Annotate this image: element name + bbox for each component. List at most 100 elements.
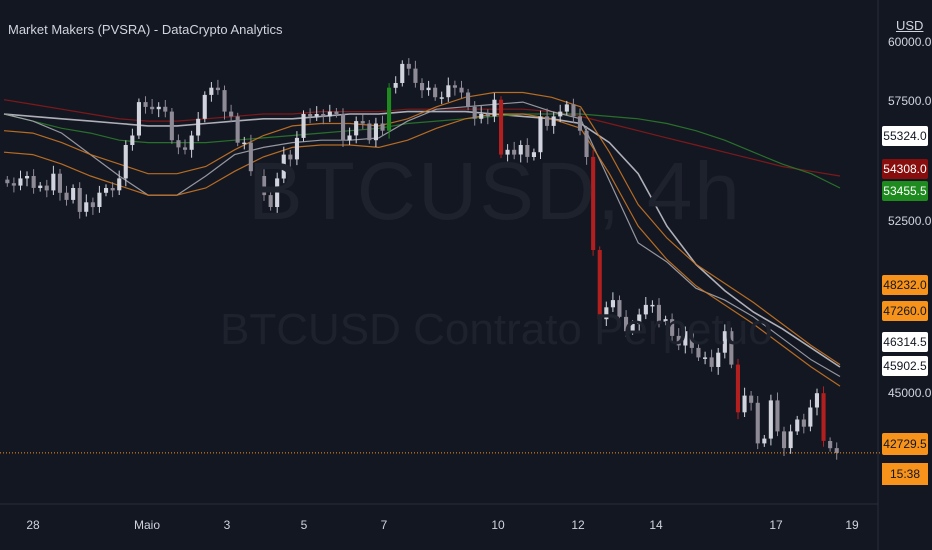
candle xyxy=(630,324,635,332)
candle xyxy=(518,145,523,155)
price-tag-white: 55324.0 xyxy=(882,126,928,146)
candle xyxy=(479,114,484,119)
candle xyxy=(268,195,273,207)
candle xyxy=(531,152,536,157)
candle xyxy=(775,400,780,432)
candle xyxy=(38,185,43,188)
candle xyxy=(505,149,510,155)
candle xyxy=(393,83,398,88)
candle xyxy=(637,314,642,324)
candle xyxy=(446,85,451,98)
time-tick-label: 12 xyxy=(571,518,585,532)
price-tick-label: 45000.0 xyxy=(888,386,932,400)
candle xyxy=(591,156,596,250)
candle xyxy=(643,304,648,315)
candle xyxy=(64,192,69,200)
candle xyxy=(314,114,319,117)
candle xyxy=(248,142,253,172)
candle xyxy=(163,106,168,112)
candle xyxy=(255,171,260,177)
time-tick-label: 5 xyxy=(300,518,308,532)
candle xyxy=(656,304,661,322)
time-tick-label: 14 xyxy=(649,518,663,532)
candle xyxy=(406,63,411,69)
candle xyxy=(341,114,346,141)
time-tick-label: 7 xyxy=(380,518,388,532)
candle xyxy=(722,331,727,353)
candle xyxy=(150,106,155,110)
candle xyxy=(183,147,188,150)
candle xyxy=(367,123,372,141)
candle xyxy=(400,63,405,83)
candle xyxy=(755,402,760,444)
currency-selector[interactable]: USD xyxy=(896,18,924,33)
candle xyxy=(84,202,89,212)
candle xyxy=(209,87,214,95)
candle xyxy=(262,176,267,196)
candle xyxy=(492,99,497,117)
candle xyxy=(130,135,135,145)
candle xyxy=(347,135,352,141)
candle xyxy=(387,87,392,131)
candle xyxy=(670,319,675,336)
candle xyxy=(327,111,332,117)
candle xyxy=(354,121,359,136)
candle xyxy=(136,102,141,136)
candle xyxy=(768,400,773,439)
candle xyxy=(308,114,313,117)
candle xyxy=(44,185,49,191)
candle xyxy=(426,87,431,91)
candle xyxy=(808,407,813,427)
candle xyxy=(597,250,602,320)
candle xyxy=(104,188,109,193)
candle xyxy=(202,94,207,119)
time-tick-label: 28 xyxy=(26,518,40,532)
time-tick-label: Maio xyxy=(133,518,161,532)
candle xyxy=(604,307,609,320)
moving-average-line xyxy=(3,99,841,177)
candle xyxy=(229,111,234,117)
candle xyxy=(459,87,464,93)
candle xyxy=(25,176,30,179)
candle xyxy=(97,192,102,207)
candle xyxy=(716,352,721,367)
time-tick-label: 17 xyxy=(769,518,783,532)
price-tick-label: 52500.0 xyxy=(888,214,932,228)
candle xyxy=(650,304,655,307)
candle xyxy=(281,154,286,179)
time-tick-label: 19 xyxy=(845,518,859,532)
candle xyxy=(617,300,622,317)
candle xyxy=(577,116,582,131)
price-tick-label: 60000.0 xyxy=(888,35,932,49)
candle xyxy=(466,92,471,107)
candle xyxy=(294,137,299,160)
candle xyxy=(11,183,16,186)
candle xyxy=(452,85,457,88)
candle xyxy=(689,331,694,348)
candle xyxy=(788,431,793,449)
candle xyxy=(360,121,365,124)
watermark-symbol: BTCUSD, 4h xyxy=(248,146,742,237)
candle xyxy=(117,178,122,191)
candle xyxy=(663,319,668,322)
time-tick-label: 10 xyxy=(491,518,505,532)
candle xyxy=(551,116,556,126)
candle xyxy=(558,111,563,117)
candle xyxy=(90,202,95,208)
candle xyxy=(143,102,148,107)
moving-average-line xyxy=(3,113,841,387)
candle xyxy=(5,179,10,184)
candle xyxy=(31,176,36,188)
candle xyxy=(380,123,385,131)
candle xyxy=(373,123,378,141)
watermark-description: BTCUSD Contrato Perpetuo xyxy=(220,305,773,354)
candle xyxy=(703,357,708,359)
candle xyxy=(123,145,128,179)
candle xyxy=(584,130,589,157)
last-price-tag: 42729.5 xyxy=(882,433,928,455)
candle xyxy=(828,441,833,449)
price-tag-green: 53455.5 xyxy=(882,181,928,201)
price-tag-red: 54308.0 xyxy=(882,159,928,179)
moving-average-line xyxy=(3,91,841,366)
